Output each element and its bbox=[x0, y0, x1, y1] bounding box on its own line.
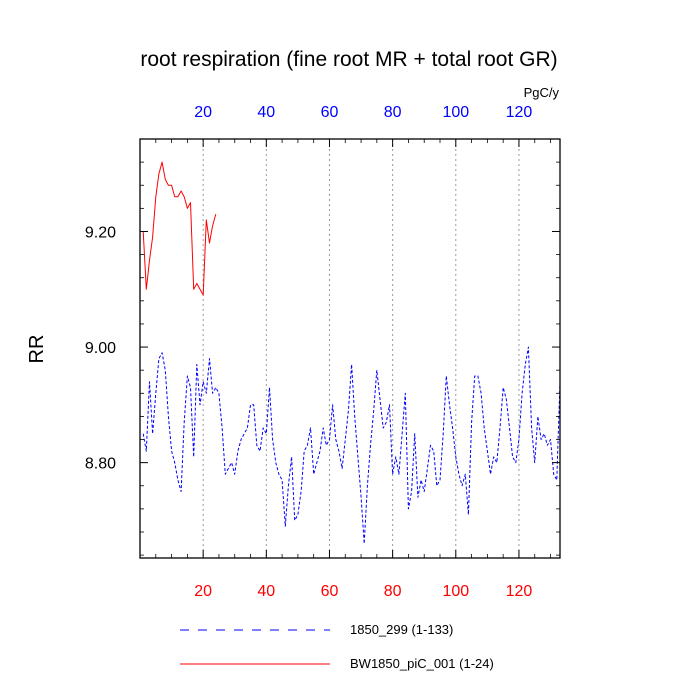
x-tick-label-top: 20 bbox=[194, 104, 212, 121]
x-tick-label-bottom: 80 bbox=[384, 583, 402, 600]
x-tick-label-top: 60 bbox=[321, 104, 339, 121]
y-axis-label: RR bbox=[26, 335, 48, 364]
x-tick-label-top: 100 bbox=[442, 104, 469, 121]
units-label: PgC/y bbox=[524, 85, 560, 100]
series-line-bw1850-picontrol bbox=[142, 161, 217, 296]
x-tick-label-bottom: 40 bbox=[257, 583, 275, 600]
series-layer bbox=[142, 161, 561, 545]
x-tick-label-bottom: 60 bbox=[321, 583, 339, 600]
x-tick-label-top: 80 bbox=[384, 104, 402, 121]
x-tick-label-bottom: 120 bbox=[506, 583, 533, 600]
chart-title: root respiration (fine root MR + total r… bbox=[140, 48, 557, 71]
x-tick-label-top: 40 bbox=[257, 104, 275, 121]
series-line-1850-299 bbox=[142, 346, 561, 545]
plot-frame bbox=[139, 138, 561, 559]
legend-label: BW1850_piC_001 (1-24) bbox=[350, 656, 494, 671]
legend: 1850_299 (1-133) BW1850_piC_001 (1-24) bbox=[180, 622, 494, 671]
axis-ticks bbox=[140, 138, 560, 558]
y-tick-label: 9.20 bbox=[85, 224, 116, 241]
tick-labels: 20 20 40 40 60 60 80 80 100 100 120 120 8.80 9.00 9.20 bbox=[85, 104, 533, 600]
y-tick-label: 9.00 bbox=[85, 340, 116, 357]
x-tick-label-bottom: 100 bbox=[442, 583, 469, 600]
y-tick-label: 8.80 bbox=[85, 456, 116, 473]
x-tick-label-bottom: 20 bbox=[194, 583, 212, 600]
legend-label: 1850_299 (1-133) bbox=[350, 622, 453, 637]
x-tick-label-top: 120 bbox=[506, 104, 533, 121]
